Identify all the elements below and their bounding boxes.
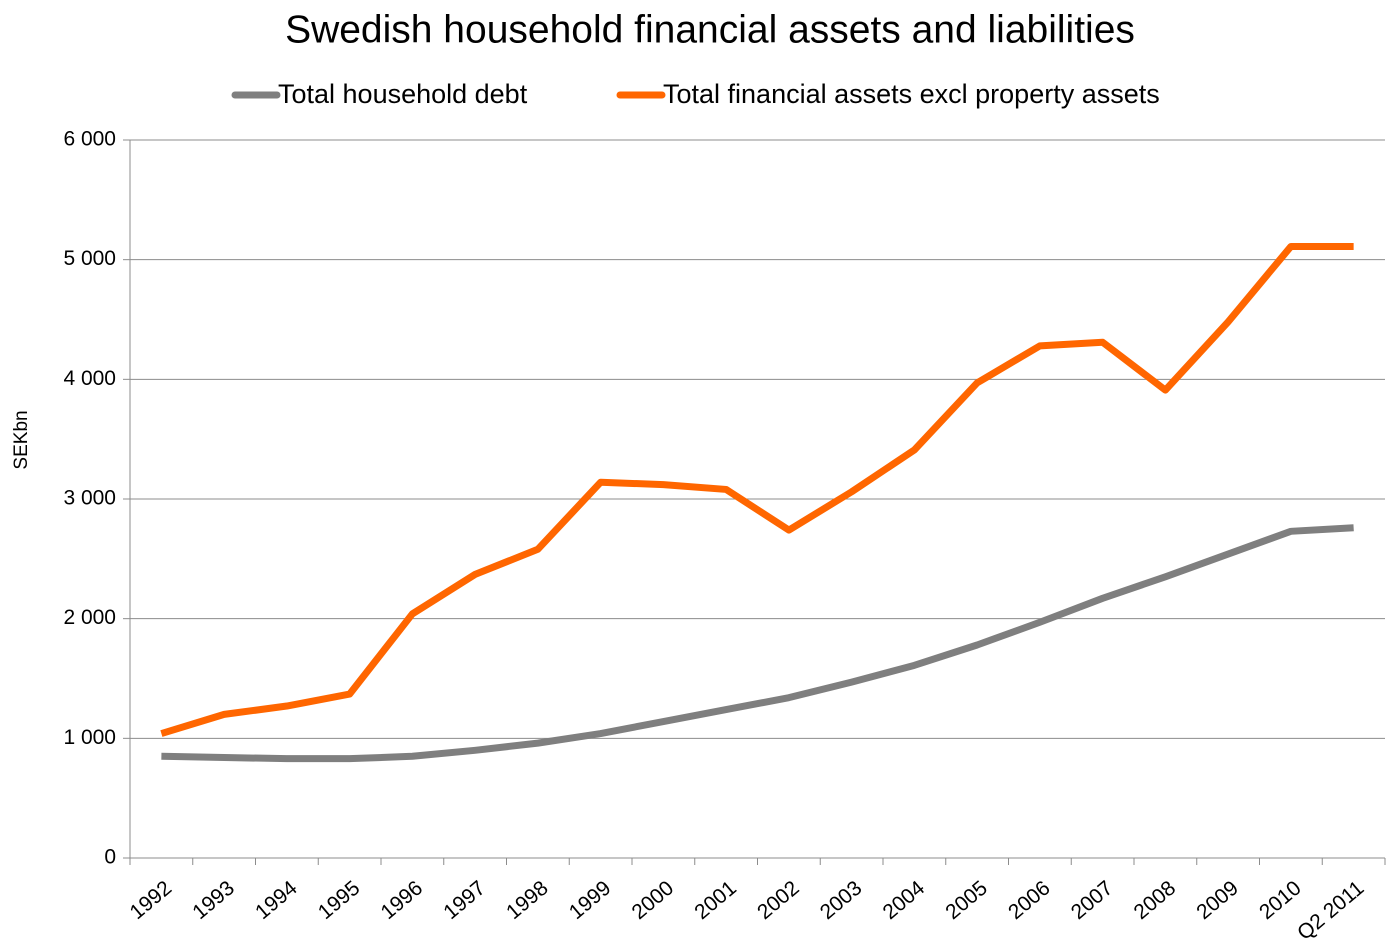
y-tick-label: 4 000	[63, 367, 116, 390]
x-tick-label: 2005	[941, 876, 992, 924]
x-tick-label: 2004	[879, 876, 930, 924]
x-tick-label: Q2 2011	[1293, 876, 1368, 944]
x-tick-label: 1999	[565, 876, 616, 924]
x-tick-label: 1992	[126, 876, 177, 924]
x-tick-label: 2001	[690, 876, 741, 924]
x-tick-label: 2007	[1067, 876, 1118, 924]
x-tick-label: 1993	[188, 876, 239, 924]
x-tick-label: 2002	[753, 876, 804, 924]
x-tick-label: 1997	[439, 876, 490, 924]
x-tick-label: 1994	[251, 876, 302, 924]
series-line	[161, 524, 1354, 763]
x-tick-label: 2006	[1004, 876, 1055, 924]
chart-title: Swedish household financial assets and l…	[285, 8, 1135, 51]
y-axis-label: SEKbn	[11, 410, 32, 469]
x-tick-label: 2010	[1255, 876, 1306, 924]
series-line	[160, 243, 1354, 737]
x-tick-label: 2009	[1192, 876, 1243, 924]
x-tick-label: 1996	[377, 876, 428, 924]
y-tick-label: 5 000	[63, 247, 116, 270]
y-tick-label: 1 000	[63, 726, 116, 749]
x-tick-label: 2008	[1130, 876, 1181, 924]
y-tick-label: 3 000	[63, 487, 116, 510]
x-tick-label: 2003	[816, 876, 867, 924]
y-tick-label: 6 000	[63, 128, 116, 151]
y-tick-label: 2 000	[63, 606, 116, 629]
legend-label: Total financial assets excl property ass…	[663, 79, 1160, 109]
x-tick-label: 2000	[628, 876, 679, 924]
y-tick-label: 0	[104, 846, 116, 869]
x-tick-label: 1995	[314, 876, 365, 924]
x-tick-label: 1998	[502, 876, 553, 924]
legend-label: Total household debt	[278, 79, 528, 109]
